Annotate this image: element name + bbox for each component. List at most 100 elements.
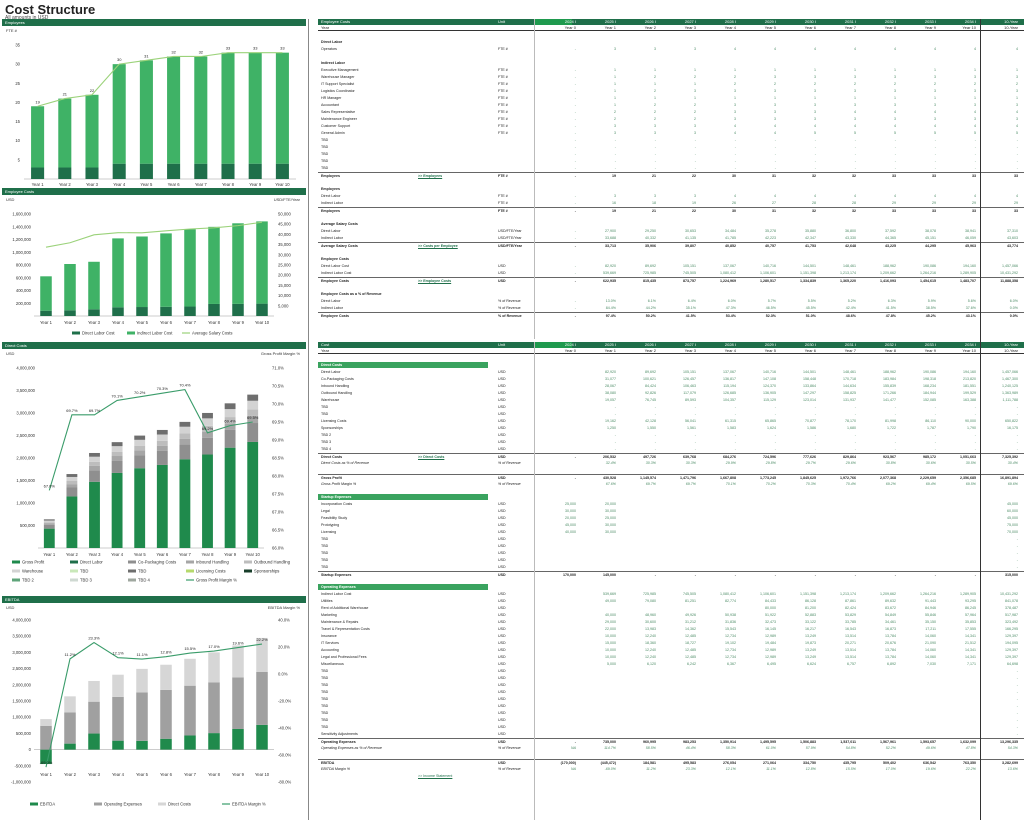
row-value: -: [574, 455, 576, 459]
row-value: 12.1%: [725, 767, 736, 771]
bar-direct-labor-cost: [256, 303, 268, 316]
row-label: Licensing Costs: [321, 419, 347, 423]
bar-gross-profit: [224, 447, 236, 548]
row-value: 1,213,174: [840, 271, 856, 275]
row-unit: USD: [498, 599, 506, 603]
row-value: 41,135: [685, 236, 696, 240]
year-column-header: 2030 I: [804, 342, 816, 347]
bar-direct-labor-cost: [64, 310, 76, 316]
row-value: 4: [854, 47, 856, 51]
year-column-header: 2034 I: [964, 19, 976, 24]
y-tick-label: 30: [15, 62, 20, 67]
employees-chart-panel: Employees FTE # Year 1 Year 2 Year 3 Year 4…: [2, 19, 306, 187]
row-unit: USD/FTE/Year: [498, 244, 522, 248]
row-label: Indirect Labor: [321, 306, 343, 310]
row-link[interactable]: >> Employees: [418, 174, 443, 178]
x-tick-label: Year 8: [222, 182, 235, 187]
row-link[interactable]: >> Direct Costs: [418, 455, 445, 459]
row-value: 188,962: [883, 370, 896, 374]
row-value: -: [654, 433, 656, 437]
row-value: 1,457,066: [1002, 264, 1018, 268]
row-value: 3: [774, 103, 776, 107]
row-value: -: [1016, 138, 1018, 142]
row-value: 5.6%: [967, 299, 976, 303]
row-value: 155,839: [883, 384, 896, 388]
year-label: Year 8: [884, 348, 896, 353]
x-tick-label: Year 9: [224, 552, 237, 557]
row-value: 1: [774, 68, 776, 72]
row-value: 147,297: [803, 391, 816, 395]
row-value: 5: [974, 131, 976, 135]
row-value: 123,014: [803, 398, 816, 402]
year-label: Year 9: [924, 348, 936, 353]
row-link[interactable]: >> Income Statement: [418, 774, 453, 778]
row-value: 5,000: [607, 662, 616, 666]
row-label: Marketing: [321, 613, 337, 617]
row-value: -: [574, 271, 576, 275]
bar-gross-profit: [43, 528, 55, 548]
ebitda-chart: Year 1 Year 2 Year 3 Year 4 Year 5 Year 6 Year…: [11, 618, 292, 807]
row-value: -: [654, 440, 656, 444]
bar-direct-cost-part: [247, 409, 259, 416]
row-value: 4: [1016, 47, 1018, 51]
row-value: -: [774, 573, 776, 577]
row-value: -: [934, 447, 936, 451]
row-value: NA: [571, 767, 576, 771]
x-tick-label: Year 5: [136, 320, 149, 325]
row-value: 3: [614, 194, 616, 198]
table-row: TBD USD -: [318, 710, 1024, 716]
row-value: 69.5%: [965, 482, 976, 486]
row-label: Employees: [321, 209, 340, 213]
row-value: -: [894, 138, 896, 142]
row-value: -: [574, 103, 576, 107]
bar-indirect-labor: [139, 60, 153, 164]
table-row: Employees: [318, 186, 1024, 192]
row-value: 1,151,398: [800, 592, 816, 596]
row-label: Customer Support: [321, 124, 351, 128]
year-label: Year 6: [804, 348, 816, 353]
x-tick-label: Year 8: [208, 320, 221, 325]
x-tick-label: Year 7: [179, 552, 192, 557]
table-row: Licensing USD 40,000 30,000 70,000: [318, 529, 1024, 535]
row-label: TBD: [321, 145, 329, 149]
row-value: 206,532: [603, 455, 616, 459]
row-value: 1,586: [807, 426, 816, 430]
row-value: -: [574, 166, 576, 170]
table-row: TBD USD -: [318, 668, 1024, 674]
row-value: 33: [932, 209, 936, 213]
row-value: 31,077: [605, 377, 616, 381]
row-value: 44.2%: [645, 306, 656, 310]
row-value: 82,774: [725, 599, 736, 603]
data-label: 17.0%: [208, 644, 220, 649]
row-value: 16,175: [1007, 426, 1018, 430]
y-tick-label: 20: [15, 100, 20, 105]
row-value: 21: [652, 209, 656, 213]
x-tick-label: Year 6: [156, 552, 169, 557]
row-link[interactable]: >> Employee Costs: [418, 279, 452, 283]
row-unit: FTE #: [498, 174, 508, 178]
row-value: -: [574, 299, 576, 303]
row-value: 21: [652, 174, 656, 178]
row-value: 1: [934, 96, 936, 100]
row-unit: USD: [498, 377, 506, 381]
row-value: -: [1016, 690, 1018, 694]
row-unit: FTE #: [498, 201, 508, 205]
row-value: 14,362: [685, 627, 696, 631]
row-value: 53,829: [845, 613, 856, 617]
row-value: 93,295: [965, 599, 976, 603]
bar-direct-cost-part: [156, 429, 168, 435]
bar-direct-cost-part: [66, 476, 78, 481]
x-tick-label: Year 3: [88, 320, 101, 325]
row-unit: USD: [498, 697, 506, 701]
table-row: TBD - - - - - - - - - - - -: [318, 165, 1024, 171]
row-value: 89,692: [645, 370, 656, 374]
y-tick-label: 2,000,000: [16, 456, 35, 461]
row-link[interactable]: >> Costs per Employee: [418, 244, 458, 248]
row-unit: USD: [498, 641, 506, 645]
table-row: TBD USD -: [318, 557, 1024, 563]
row-value: 43,603: [1007, 236, 1018, 240]
row-value: 763,350: [963, 761, 976, 765]
row-value: 105,151: [683, 370, 696, 374]
row-label: Licensing: [321, 530, 337, 534]
row-value: 1,080,412: [720, 271, 736, 275]
